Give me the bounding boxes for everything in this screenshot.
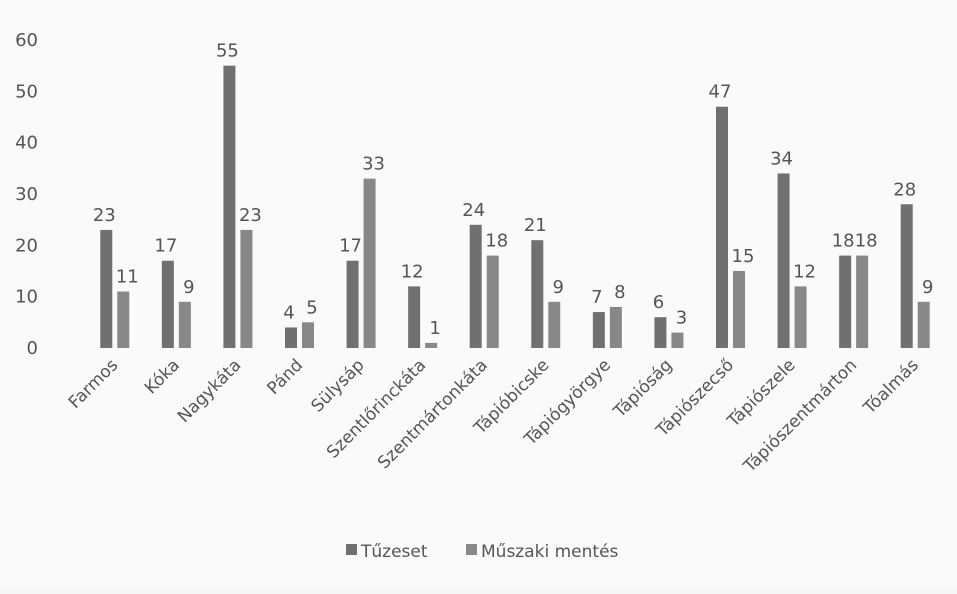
x-tick-label: Farmos — [65, 355, 122, 412]
data-label: 33 — [362, 154, 385, 175]
data-label: 21 — [524, 215, 547, 236]
bar-tuzeset — [716, 106, 728, 348]
data-label: 17 — [154, 236, 177, 257]
bar-tuzeset — [839, 255, 852, 348]
y-tick-label: 50 — [15, 81, 38, 102]
data-label: 55 — [216, 41, 239, 62]
y-tick-label: 20 — [15, 235, 38, 256]
bar-muszaki-mentes — [117, 291, 130, 348]
data-label: 12 — [401, 261, 424, 282]
bar-tuzeset — [469, 224, 482, 348]
legend: Tűzeset Műszaki mentés — [346, 542, 619, 562]
data-label: 6 — [653, 292, 664, 313]
y-axis-ticks: 0 10 20 30 40 50 60 — [15, 30, 38, 359]
bar-tuzeset — [408, 286, 421, 348]
data-label: 23 — [239, 205, 262, 226]
bar-muszaki-mentes — [240, 229, 253, 348]
data-label: 34 — [770, 148, 793, 169]
legend-label-tuzeset: Tűzeset — [360, 542, 428, 562]
legend-swatch-muszaki-mentes — [466, 544, 477, 555]
bar-tuzeset — [100, 229, 113, 348]
bar-tuzeset — [346, 260, 359, 348]
x-tick-label: Tóalmás — [859, 355, 923, 419]
data-label: 12 — [793, 261, 816, 282]
data-label: 7 — [591, 287, 602, 308]
bar-muszaki-mentes — [302, 322, 314, 348]
bars — [100, 65, 930, 349]
bar-muszaki-mentes — [794, 286, 807, 348]
data-label: 17 — [339, 236, 362, 257]
bar-muszaki-mentes — [733, 271, 745, 348]
data-label: 3 — [676, 308, 687, 329]
y-tick-label: 10 — [15, 287, 38, 308]
data-label: 28 — [893, 179, 916, 200]
y-tick-label: 30 — [15, 184, 38, 205]
x-tick-label: Pánd — [264, 355, 307, 398]
data-label: 1 — [429, 318, 440, 339]
data-label: 4 — [283, 302, 294, 323]
data-label: 11 — [116, 267, 139, 288]
bar-muszaki-mentes — [609, 306, 622, 348]
bar-tuzeset — [900, 204, 913, 348]
bar-tuzeset — [592, 312, 605, 348]
data-label: 9 — [922, 277, 933, 298]
data-label: 18 — [832, 231, 855, 252]
y-tick-label: 0 — [27, 338, 38, 359]
data-label: 15 — [732, 246, 755, 267]
data-label: 24 — [462, 200, 485, 221]
bar-muszaki-mentes — [548, 301, 561, 348]
bar-muszaki-mentes — [178, 301, 191, 348]
data-label: 23 — [93, 205, 116, 226]
x-tick-label: Nagykáta — [174, 355, 245, 426]
y-tick-label: 40 — [15, 133, 38, 154]
bar-muszaki-mentes — [425, 342, 438, 348]
x-tick-label: Sülysáp — [307, 355, 368, 416]
bar-muszaki-mentes — [486, 255, 499, 348]
x-tick-label: Tápiószentmárton — [739, 355, 861, 477]
bar-muszaki-mentes — [856, 255, 869, 348]
x-tick-label: Szentmártonkáta — [374, 355, 492, 473]
data-label: 9 — [183, 277, 194, 298]
bar-tuzeset — [223, 65, 236, 349]
data-label: 18 — [485, 231, 508, 252]
y-tick-label: 60 — [15, 30, 38, 51]
data-label: 9 — [553, 277, 564, 298]
bar-muszaki-mentes — [917, 301, 930, 348]
legend-swatch-tuzeset — [346, 544, 357, 555]
data-label: 5 — [306, 297, 317, 318]
bar-tuzeset — [285, 327, 297, 348]
bar-muszaki-mentes — [363, 178, 376, 348]
x-tick-label: Kóka — [141, 355, 184, 398]
legend-label-muszaki-mentes: Műszaki mentés — [481, 542, 619, 562]
bar-tuzeset — [654, 317, 667, 348]
bar-tuzeset — [777, 173, 790, 348]
bar-tuzeset — [531, 240, 544, 348]
data-label: 8 — [614, 282, 625, 303]
data-label: 47 — [709, 82, 732, 103]
data-label: 18 — [855, 231, 878, 252]
bar-tuzeset — [161, 260, 174, 348]
bar-muszaki-mentes — [671, 332, 684, 348]
